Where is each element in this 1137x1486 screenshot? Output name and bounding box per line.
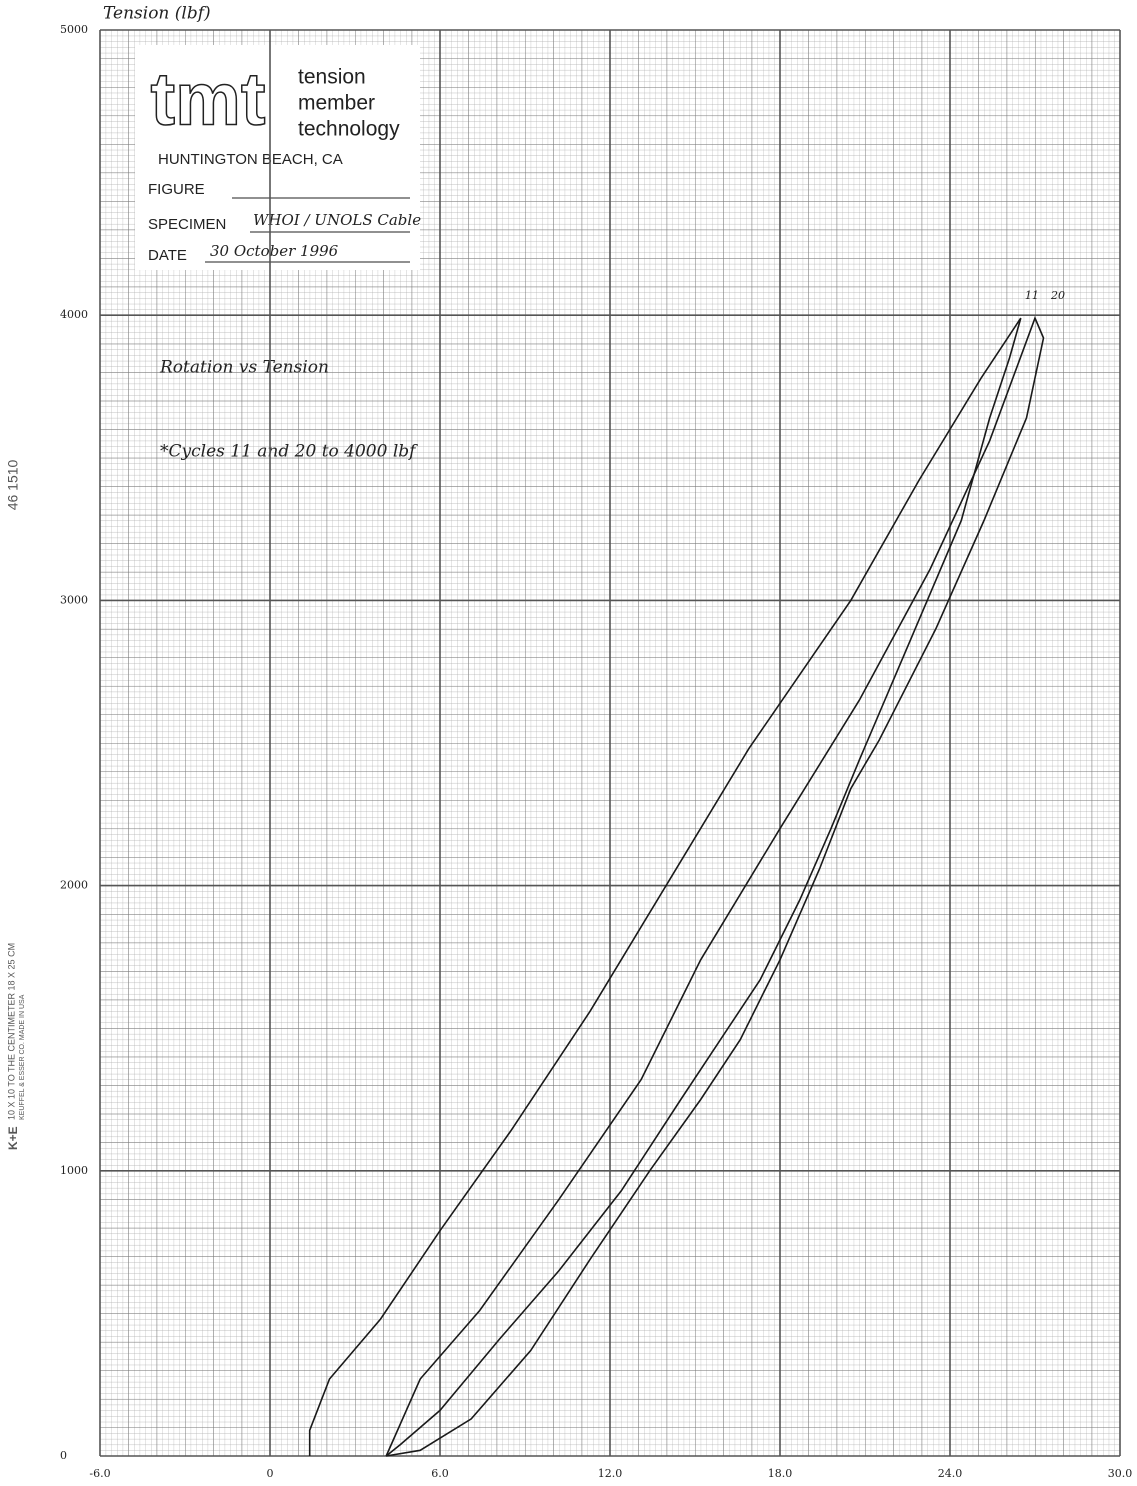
figure-label: FIGURE	[148, 181, 205, 198]
company: technology	[298, 118, 400, 141]
chart: tmt tension member technology HUNTINGTON…	[0, 0, 1137, 1486]
paper-code: 46 1510	[5, 459, 21, 510]
y-tick-label: 1000	[60, 1164, 88, 1177]
series-label: 20	[1050, 289, 1065, 302]
y-tick-label: 5000	[60, 23, 88, 36]
x-tick-label: -6.0	[89, 1467, 110, 1480]
paper-brand: K+E	[6, 1126, 20, 1150]
stamp: tmt tension member technology HUNTINGTON…	[135, 45, 421, 270]
company: member	[298, 92, 375, 115]
location: HUNTINGTON BEACH, CA	[158, 151, 343, 168]
y-tick-label: 0	[60, 1449, 67, 1462]
y-axis-title: Tension (lbf)	[103, 4, 211, 24]
paper-maker: KEUFFEL & ESSER CO. MADE IN USA	[19, 994, 26, 1120]
y-tick-label: 2000	[60, 879, 88, 892]
x-tick-label: 24.0	[938, 1467, 963, 1480]
date: 30 October 1996	[210, 242, 339, 260]
company: tension	[298, 66, 366, 89]
logo: tmt	[150, 58, 265, 141]
paper-ruling: 10 X 10 TO THE CENTIMETER 18 X 25 CM	[6, 943, 16, 1120]
x-tick-label: 0	[267, 1467, 274, 1480]
series-label: 11	[1025, 289, 1039, 302]
x-tick-label: 30.0	[1108, 1467, 1133, 1480]
x-tick-label: 6.0	[431, 1467, 449, 1480]
specimen: WHOI / UNOLS Cable	[253, 211, 421, 229]
y-tick-label: 3000	[60, 593, 88, 606]
annotation: *Cycles 11 and 20 to 4000 lbf	[160, 442, 418, 462]
y-tick-label: 4000	[60, 308, 88, 321]
x-tick-label: 18.0	[768, 1467, 793, 1480]
annotation: Rotation vs Tension	[159, 358, 329, 378]
x-tick-label: 12.0	[598, 1467, 623, 1480]
specimen-label: SPECIMEN	[148, 216, 226, 233]
date-label: DATE	[148, 247, 187, 264]
